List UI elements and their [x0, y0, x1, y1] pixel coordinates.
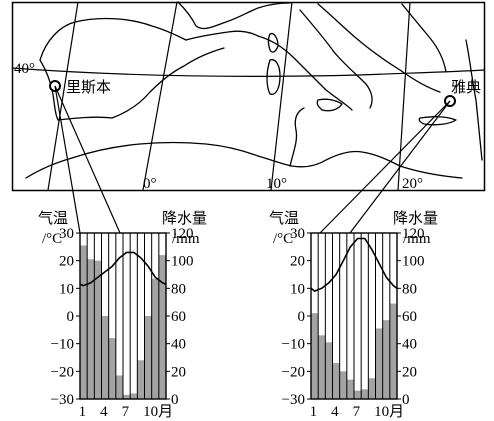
x-tick-label: 1 — [79, 404, 87, 420]
precip-bar-6 — [347, 380, 354, 399]
temp-tick-label: −30 — [282, 392, 305, 408]
precip-bar-12 — [159, 255, 166, 399]
lon-label-20: 20° — [402, 176, 423, 192]
precip-bar-9 — [368, 378, 375, 399]
lat-label-40: 40° — [14, 61, 35, 77]
temp-axis-unit: /°C — [42, 231, 62, 247]
temp-tick-label: 20 — [59, 254, 74, 270]
precip-bar-1 — [311, 313, 318, 399]
precip-bar-8 — [130, 393, 137, 399]
temp-tick-label: −20 — [51, 364, 74, 380]
temp-tick-label: 0 — [298, 309, 306, 325]
precip-tick-label: 40 — [171, 337, 186, 353]
precip-axis-title: 降水量 — [393, 209, 438, 227]
temp-axis-title: 气温 — [269, 209, 299, 227]
temp-tick-label: 0 — [67, 309, 75, 325]
precip-tick-label: 60 — [402, 309, 417, 325]
precip-bar-3 — [94, 261, 101, 399]
precip-bar-2 — [318, 335, 325, 399]
temp-axis-title: 气温 — [38, 209, 68, 227]
precip-tick-label: 80 — [171, 281, 186, 297]
precip-tick-label: 100 — [171, 254, 194, 270]
x-tick-label: 4 — [331, 404, 339, 420]
temp-tick-label: −30 — [51, 392, 74, 408]
map: 40° 0° 10° 20° 里斯本 雅典 — [12, 2, 485, 192]
precip-tick-label: 20 — [171, 364, 186, 380]
x-tick-label: 7 — [353, 404, 361, 420]
city-label-lisbon: 里斯本 — [66, 78, 111, 96]
precip-axis-unit: /mm — [172, 231, 200, 247]
x-tick-label: 1 — [310, 404, 318, 420]
precip-bar-4 — [333, 363, 340, 399]
temp-tick-label: 10 — [59, 281, 74, 297]
x-tick-label: 7 — [122, 404, 130, 420]
precip-bar-5 — [340, 371, 347, 399]
precip-bar-11 — [383, 320, 390, 399]
precip-bar-10 — [145, 316, 152, 399]
temp-tick-label: 10 — [290, 281, 305, 297]
x-tick-label: 10月 — [374, 404, 404, 420]
temp-axis-unit: /°C — [273, 231, 293, 247]
x-tick-label: 4 — [100, 404, 108, 420]
precip-bar-1 — [80, 245, 87, 399]
precip-bar-6 — [116, 375, 123, 399]
city-label-athens: 雅典 — [451, 78, 481, 96]
precip-bar-5 — [109, 338, 116, 399]
precip-tick-label: 60 — [171, 309, 186, 325]
precip-bar-4 — [102, 316, 109, 399]
precip-tick-label: 20 — [402, 364, 417, 380]
precip-tick-label: 40 — [402, 337, 417, 353]
precip-bar-7 — [354, 391, 361, 399]
precip-bar-12 — [390, 304, 397, 399]
precip-bar-11 — [152, 279, 159, 399]
precip-bar-9 — [137, 360, 144, 399]
temp-tick-label: −20 — [282, 364, 305, 380]
temp-tick-label: −10 — [51, 337, 74, 353]
temp-tick-label: −10 — [282, 337, 305, 353]
lon-label-0: 0° — [143, 176, 157, 192]
x-tick-label: 10月 — [143, 404, 173, 420]
lon-label-10: 10° — [266, 176, 287, 192]
precip-axis-unit: /mm — [403, 231, 431, 247]
precip-tick-label: 100 — [402, 254, 425, 270]
precip-bar-8 — [361, 389, 368, 399]
precip-bar-10 — [376, 328, 383, 399]
map-frame — [13, 3, 485, 191]
precip-tick-label: 80 — [402, 281, 417, 297]
precip-axis-title: 降水量 — [162, 209, 207, 227]
temp-tick-label: 20 — [290, 254, 305, 270]
precip-bar-3 — [325, 342, 332, 399]
